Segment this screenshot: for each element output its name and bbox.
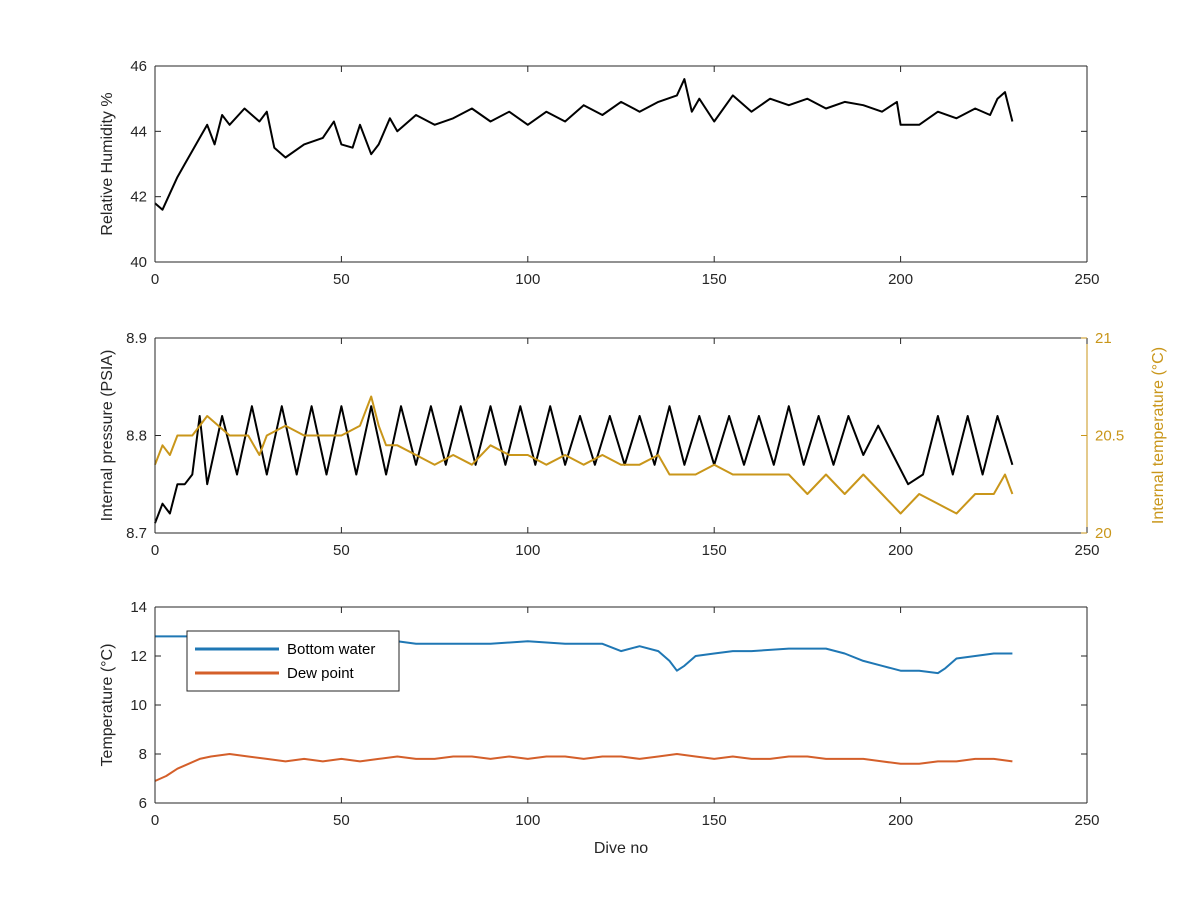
x-tick-label: 250 <box>1074 542 1099 559</box>
x-tick-label: 250 <box>1074 812 1099 829</box>
x-tick-label: 150 <box>702 812 727 829</box>
x-tick-label: 100 <box>515 812 540 829</box>
y-tick-label-right: 21 <box>1095 330 1112 347</box>
x-tick-label: 200 <box>888 812 913 829</box>
y-tick-label: 8 <box>139 746 147 763</box>
x-tick-label: 50 <box>333 812 350 829</box>
x-tick-label: 150 <box>702 542 727 559</box>
series-line-1-1 <box>154 78 1014 211</box>
legend: Bottom water Dew point <box>186 630 400 692</box>
y-tick-label: 14 <box>130 599 147 616</box>
chart-panel-1: 0 50 100 150 200 250 40 42 44 46 Relative Humidity… <box>99 58 1100 288</box>
y-axis-label-right: Internal temperature (°C) <box>1150 347 1167 524</box>
y-tick-label: 44 <box>130 123 147 140</box>
x-tick-label: 0 <box>151 271 159 288</box>
series-line-3-2 <box>154 753 1013 782</box>
y-tick-label: 8.9 <box>126 330 147 347</box>
y-tick-label: 46 <box>130 58 147 75</box>
y-tick-label: 8.8 <box>126 428 147 445</box>
y-tick-label-right: 20 <box>1095 525 1112 542</box>
y-axis-label: Temperature (°C) <box>99 644 116 767</box>
legend-entry: Bottom water <box>287 641 375 658</box>
x-tick-label: 150 <box>702 271 727 288</box>
x-tick-label: 200 <box>888 542 913 559</box>
y-tick-label: 12 <box>130 648 147 665</box>
y-tick-label: 10 <box>130 697 147 714</box>
y-axis-label: Internal pressure (PSIA) <box>99 350 116 522</box>
series-line-2-2 <box>154 395 1014 515</box>
x-tick-label: 50 <box>333 542 350 559</box>
chart-panel-2: 0 50 100 150 200 250 8.7 8.8 8.9 20 20.5 21 Internal… <box>99 330 1167 559</box>
x-tick-label: 100 <box>515 542 540 559</box>
y-tick-label-right: 20.5 <box>1095 428 1124 445</box>
x-tick-label: 250 <box>1074 271 1099 288</box>
y-tick-label: 40 <box>130 254 147 271</box>
y-tick-label: 6 <box>139 795 147 812</box>
series-line-2-1 <box>154 405 1014 524</box>
x-tick-label: 0 <box>151 542 159 559</box>
x-tick-label: 200 <box>888 271 913 288</box>
legend-entry: Dew point <box>287 665 355 682</box>
x-tick-label: 100 <box>515 271 540 288</box>
y-tick-label: 8.7 <box>126 525 147 542</box>
x-axis-label: Dive no <box>594 840 648 857</box>
y-tick-label: 42 <box>130 189 147 206</box>
y-axis-label: Relative Humidity % <box>99 92 116 235</box>
chart-panel-3: 0 50 100 150 200 250 6 8 10 12 14 Temperature (°C) D… <box>99 599 1100 857</box>
x-tick-label: 50 <box>333 271 350 288</box>
legend-box <box>186 630 400 692</box>
x-tick-label: 0 <box>151 812 159 829</box>
